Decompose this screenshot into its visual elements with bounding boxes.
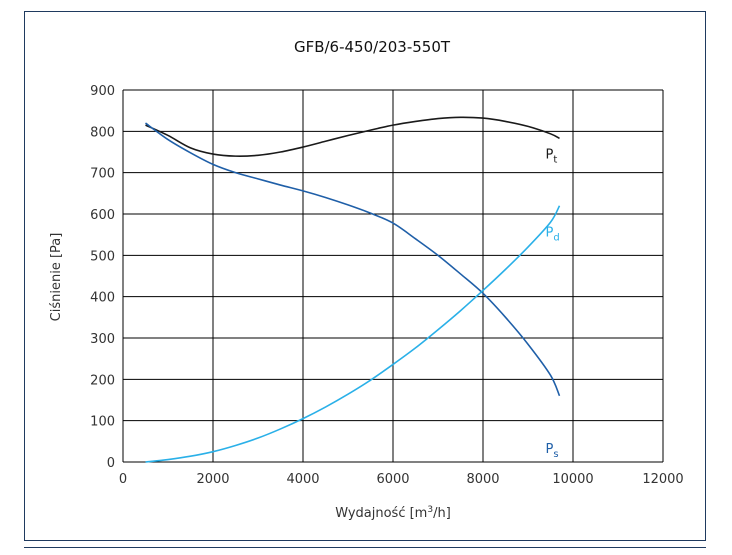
y-tick-label: 100 xyxy=(90,415,115,430)
x-tick-label: 0 xyxy=(119,472,127,487)
y-tick-label: 300 xyxy=(90,332,115,347)
series-label-pd: Pd xyxy=(546,226,560,244)
series-label-pt: Pt xyxy=(546,147,558,165)
series-lines xyxy=(145,116,561,463)
y-tick-labels: 0 100 200 300 400 500 600 700 800 900 xyxy=(90,84,115,471)
series-line-ps xyxy=(145,122,561,397)
y-axis-label: Ciśnienie [Pa] xyxy=(49,233,64,322)
x-axis-label-sup: 3 xyxy=(427,505,433,515)
y-tick-label: 400 xyxy=(90,291,115,306)
series-labels: Pt Ps Pd xyxy=(546,147,560,460)
y-tick-label: 0 xyxy=(107,456,115,471)
series-label-ps: Ps xyxy=(546,442,559,460)
series-line-pd xyxy=(145,205,561,463)
chart-title: GFB/6-450/203-550T xyxy=(294,38,451,56)
x-tick-label: 6000 xyxy=(376,472,409,487)
x-tick-label: 12000 xyxy=(642,472,683,487)
x-tick-label: 10000 xyxy=(552,472,593,487)
x-tick-label: 2000 xyxy=(196,472,229,487)
y-tick-label: 700 xyxy=(90,167,115,182)
x-tick-label: 8000 xyxy=(466,472,499,487)
y-tick-label: 900 xyxy=(90,84,115,99)
x-axis-label: Wydajność [m3/h] xyxy=(335,505,451,521)
y-tick-label: 500 xyxy=(90,249,115,264)
chart-frame xyxy=(24,11,706,541)
grid xyxy=(122,89,664,463)
y-tick-label: 200 xyxy=(90,373,115,388)
bottom-divider xyxy=(24,547,706,548)
x-axis-label-prefix: Wydajność [m xyxy=(335,506,427,521)
x-tick-labels: 0 2000 4000 6000 8000 10000 12000 xyxy=(119,472,684,487)
x-tick-label: 4000 xyxy=(286,472,319,487)
y-tick-label: 600 xyxy=(90,208,115,223)
series-line-pt xyxy=(145,116,560,157)
y-tick-label: 800 xyxy=(90,125,115,140)
x-axis-label-suffix: /h] xyxy=(433,506,451,521)
